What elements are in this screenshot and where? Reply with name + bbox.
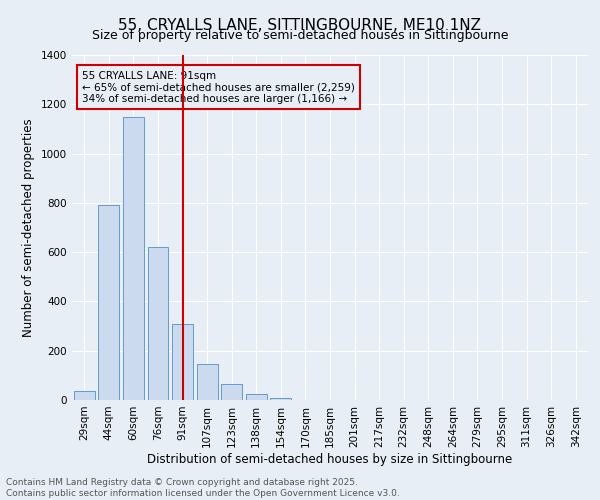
Text: 55 CRYALLS LANE: 91sqm
← 65% of semi-detached houses are smaller (2,259)
34% of : 55 CRYALLS LANE: 91sqm ← 65% of semi-det… — [82, 70, 355, 104]
Bar — [197, 364, 218, 400]
Bar — [221, 384, 242, 400]
Bar — [74, 392, 95, 400]
Text: Contains HM Land Registry data © Crown copyright and database right 2025.
Contai: Contains HM Land Registry data © Crown c… — [6, 478, 400, 498]
Bar — [271, 398, 292, 400]
Text: 55, CRYALLS LANE, SITTINGBOURNE, ME10 1NZ: 55, CRYALLS LANE, SITTINGBOURNE, ME10 1N… — [119, 18, 482, 32]
Bar — [123, 116, 144, 400]
Bar — [246, 394, 267, 400]
Bar — [98, 206, 119, 400]
X-axis label: Distribution of semi-detached houses by size in Sittingbourne: Distribution of semi-detached houses by … — [148, 452, 512, 466]
Bar — [172, 324, 193, 400]
Bar — [148, 247, 169, 400]
Y-axis label: Number of semi-detached properties: Number of semi-detached properties — [22, 118, 35, 337]
Text: Size of property relative to semi-detached houses in Sittingbourne: Size of property relative to semi-detach… — [92, 29, 508, 42]
